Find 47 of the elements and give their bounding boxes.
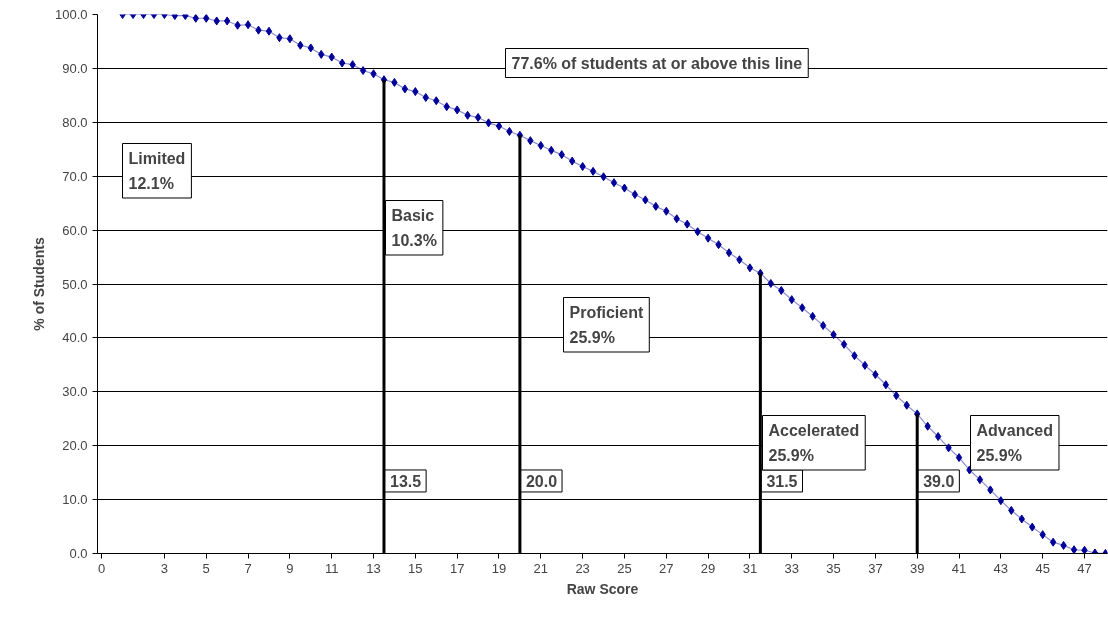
y-tick-label: 60.0 xyxy=(62,222,88,238)
x-tick-label: 41 xyxy=(951,560,967,576)
y-tick-label: 0.0 xyxy=(69,546,88,561)
annotation: Basic 10.3% xyxy=(391,206,437,249)
annotation: Advanced 25.9% xyxy=(976,421,1053,464)
x-tick-label: 25 xyxy=(617,560,632,576)
x-tick-label: 37 xyxy=(868,560,883,576)
y-axis-title: % of Students xyxy=(30,237,47,331)
y-tick-label: 10.0 xyxy=(62,492,88,508)
x-tick-label: 9 xyxy=(286,560,294,576)
ref-line-label: 39.0 xyxy=(923,472,955,490)
ref-line-label: 31.5 xyxy=(766,472,798,490)
x-tick-label: 3 xyxy=(160,560,169,576)
annotation: Limited 12.1% xyxy=(128,149,186,192)
ref-line-label: 20.0 xyxy=(525,472,558,490)
x-tick-label: 33 xyxy=(784,560,799,576)
x-tick-label: 19 xyxy=(491,560,507,576)
y-tick-label: 80.0 xyxy=(62,114,88,130)
x-tick-label: 11 xyxy=(324,560,339,576)
y-tick-label: 100.0 xyxy=(54,7,88,22)
x-tick-label: 23 xyxy=(575,560,590,576)
x-tick-label: 13 xyxy=(366,560,381,576)
y-tick-label: 20.0 xyxy=(62,438,88,454)
y-tick-label: 70.0 xyxy=(62,168,88,184)
ref-line-label: 13.5 xyxy=(389,472,422,490)
x-tick-label: 15 xyxy=(408,560,423,576)
annotation: 77.6% of students at or above this line xyxy=(511,54,803,72)
x-tick-label: 21 xyxy=(533,560,549,576)
x-tick-label: 0 xyxy=(98,560,106,576)
x-tick-label: 47 xyxy=(1077,560,1092,576)
x-tick-label: 27 xyxy=(659,560,674,576)
x-tick-label: 5 xyxy=(202,560,210,576)
x-tick-label: 17 xyxy=(449,560,465,576)
x-axis-title: Raw Score xyxy=(566,580,639,597)
x-tick-label: 31 xyxy=(742,560,758,576)
x-tick-label: 35 xyxy=(826,560,841,576)
x-tick-label: 7 xyxy=(244,560,252,576)
x-tick-label: 39 xyxy=(909,560,925,576)
y-tick-label: 40.0 xyxy=(62,330,88,346)
x-tick-label: 29 xyxy=(700,560,716,576)
annotation: Accelerated 25.9% xyxy=(768,421,860,464)
annotation: Proficient 25.9% xyxy=(569,303,644,346)
x-tick-label: 45 xyxy=(1035,560,1050,576)
y-tick-label: 50.0 xyxy=(62,276,88,292)
y-tick-label: 90.0 xyxy=(62,60,88,76)
y-tick-label: 30.0 xyxy=(62,384,88,400)
x-tick-label: 43 xyxy=(993,560,1009,576)
